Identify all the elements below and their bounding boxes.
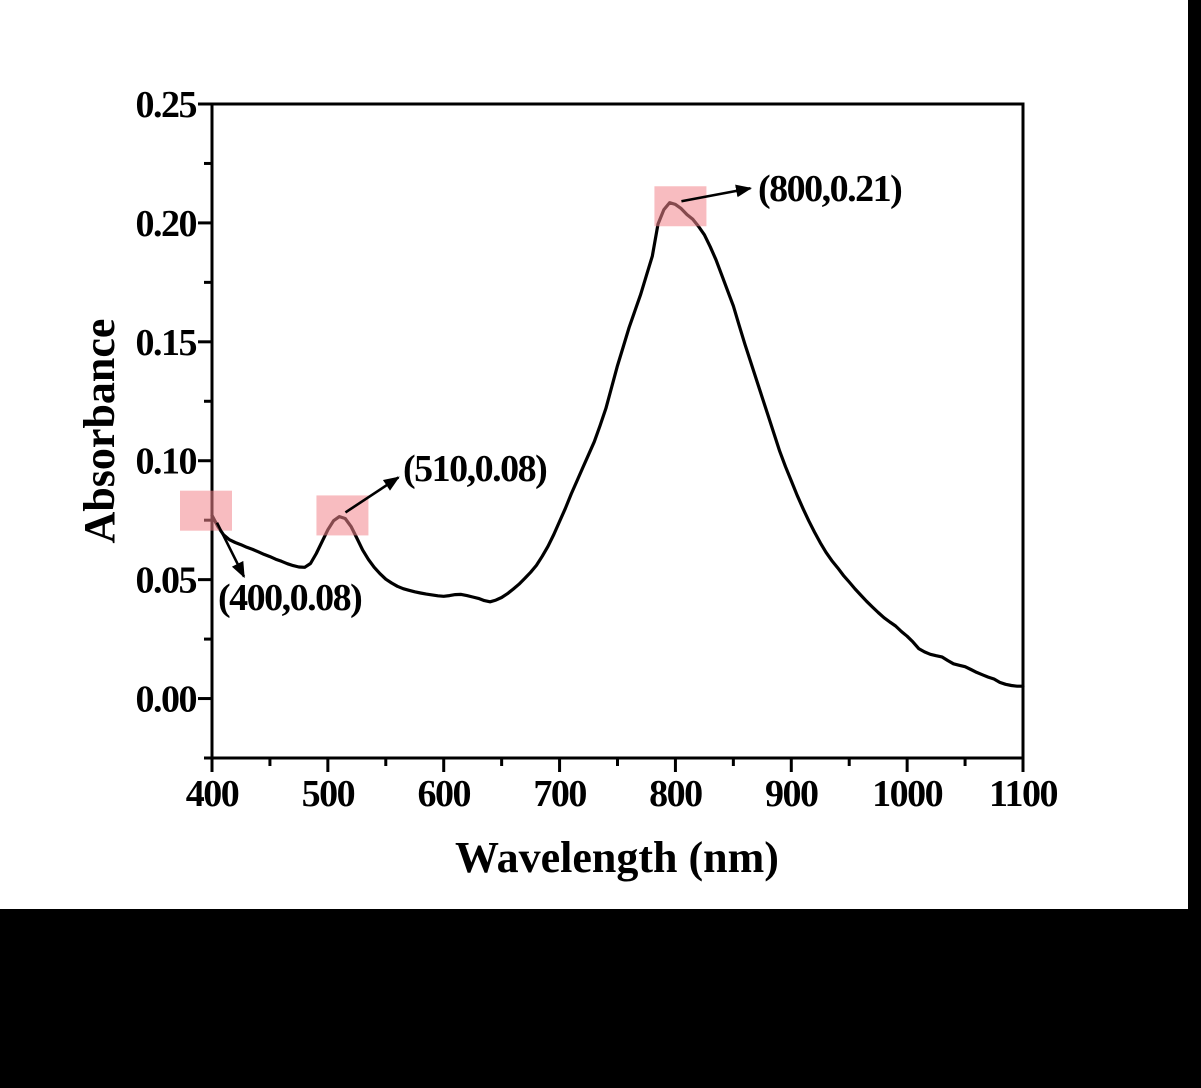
axis-ticks xyxy=(198,102,1025,772)
y-tick-label: 0.05 xyxy=(136,560,197,602)
y-tick-label: 0.20 xyxy=(136,203,197,245)
x-axis-title: Wavelength (nm) xyxy=(455,833,779,882)
y-tick-label: 0.00 xyxy=(136,679,197,721)
x-tick-label: 800 xyxy=(649,773,702,815)
absorbance-chart: 400 500 600 700 800 900 1000 1100 0.00 0.05 0.10 0.… xyxy=(75,84,1059,882)
y-tick-label: 0.15 xyxy=(136,322,197,364)
axis-tick-labels: 400 500 600 700 800 900 1000 1100 0.00 0.05 0.10 0.… xyxy=(136,84,1059,815)
plot-box xyxy=(210,102,1025,760)
annotation-label: (800,0.21) xyxy=(758,168,901,210)
y-tick-label: 0.10 xyxy=(136,441,197,483)
x-tick-label: 700 xyxy=(533,773,586,815)
annotation-arrow xyxy=(215,522,246,579)
annotation-labels: (400,0.08) (510,0.08) (800,0.21) xyxy=(218,168,903,619)
annotation-arrows xyxy=(215,184,753,579)
x-tick-label: 500 xyxy=(302,773,355,815)
annotation-markers xyxy=(180,186,707,536)
annotation-arrow xyxy=(681,184,753,203)
highlight-square xyxy=(180,490,232,531)
annotation-label: (400,0.08) xyxy=(218,577,361,619)
annotation-label: (510,0.08) xyxy=(403,448,546,490)
x-tick-label: 400 xyxy=(186,773,239,815)
x-tick-label: 1100 xyxy=(989,773,1057,815)
y-axis-title: Absorbance xyxy=(75,319,124,544)
x-tick-label: 900 xyxy=(765,773,818,815)
y-tick-label: 0.25 xyxy=(136,84,197,126)
annotation-arrow xyxy=(344,476,400,514)
x-tick-label: 1000 xyxy=(872,773,943,815)
axes-box xyxy=(210,102,1025,760)
x-tick-label: 600 xyxy=(417,773,470,815)
highlight-square xyxy=(654,186,707,227)
spectrum-figure: 400 500 600 700 800 900 1000 1100 0.00 0.05 0.10 0.… xyxy=(0,0,1188,909)
